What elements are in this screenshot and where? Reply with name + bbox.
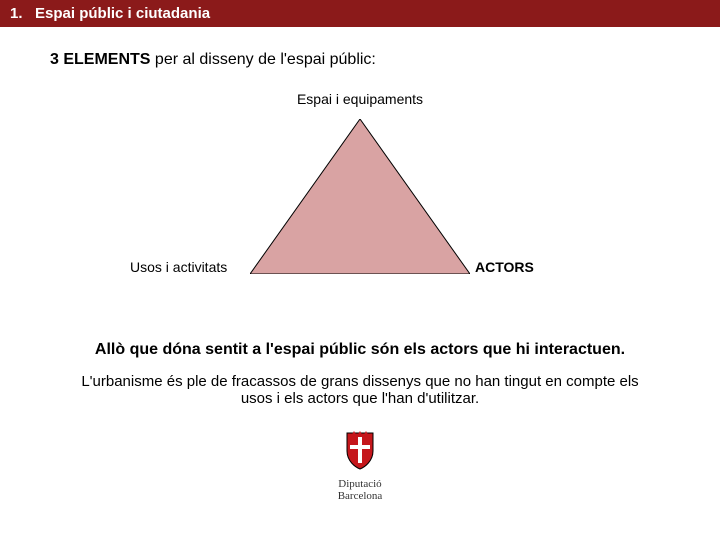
triangle-right-label: ACTORS xyxy=(475,259,534,275)
logo-caption-line2: Barcelona xyxy=(0,490,720,502)
section-number: 1. xyxy=(10,5,23,22)
triangle-diagram: Espai i equipaments Usos i activitats AC… xyxy=(0,89,720,309)
subtitle-rest: per al disseny de l'espai públic: xyxy=(150,51,375,68)
subtitle: 3 ELEMENTS per al disseny de l'espai púb… xyxy=(50,51,720,69)
logo: Diputació Barcelona xyxy=(0,431,720,502)
section-title: Espai públic i ciutadania xyxy=(35,5,210,22)
shield-icon xyxy=(343,431,377,471)
triangle-left-label: Usos i activitats xyxy=(130,259,227,275)
logo-caption: Diputació Barcelona xyxy=(0,478,720,502)
logo-caption-line1: Diputació xyxy=(0,478,720,490)
subtitle-bold: 3 ELEMENTS xyxy=(50,51,150,68)
main-statement: Allò que dóna sentit a l'espai públic só… xyxy=(30,341,690,359)
section-header: 1. Espai públic i ciutadania xyxy=(0,0,720,27)
triangle-shape xyxy=(250,119,470,274)
body-paragraph: L'urbanisme és ple de fracassos de grans… xyxy=(70,373,650,407)
triangle-top-label: Espai i equipaments xyxy=(297,91,423,107)
